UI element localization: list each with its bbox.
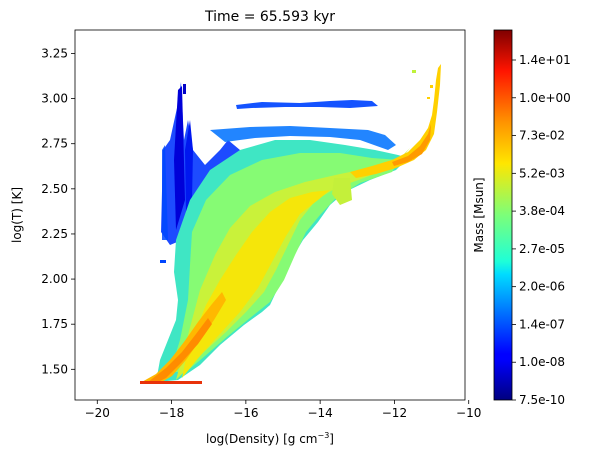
x-tick-label: −20: [85, 406, 110, 420]
axes: −20 −18 −16 −14 −12 −10 1.50 1.75 2.00 2.25 2.50 2.…: [41, 46, 481, 420]
x-axis-label: log(Density) [g cm−3]: [206, 431, 334, 446]
colorbar-tick-label: 1.0e-08: [519, 355, 565, 369]
x-tick-label: −14: [307, 406, 332, 420]
colorbar-tick-label: 1.4e-07: [519, 317, 565, 331]
x-axis-label-end: ]: [329, 432, 334, 446]
chart-title: Time = 65.593 kyr: [204, 9, 335, 25]
colorbar-tick-label: 2.7e-05: [519, 242, 565, 256]
y-tick-label: 2.75: [41, 137, 68, 151]
x-tick-label: −16: [233, 406, 258, 420]
colorbar-tick-label: 5.2e-03: [519, 166, 565, 180]
y-tick-label: 2.25: [41, 227, 68, 241]
colorbar-tick-label: 7.3e-02: [519, 129, 565, 143]
y-tick-label: 2.50: [41, 182, 68, 196]
y-tick-label: 1.75: [41, 317, 68, 331]
y-tick-label: 1.50: [41, 362, 68, 376]
plot-area: [74, 29, 466, 401]
region-dense-cold-tail: [140, 292, 226, 383]
colorbar-tick-label: 3.8e-04: [519, 204, 565, 218]
colorbar-ticks: 7.5e-10 1.0e-08 1.4e-07 2.0e-06 2.7e-05 3.8e-…: [512, 53, 571, 407]
x-axis-label-superscript: −3: [318, 431, 330, 440]
plot-frame: [74, 29, 466, 401]
colorbar-tick-label: 1.0e+00: [519, 91, 571, 105]
colorbar-tick-label: 7.5e-10: [519, 393, 565, 407]
colorbar: 7.5e-10 1.0e-08 1.4e-07 2.0e-06 2.7e-05 3.8e-…: [472, 29, 571, 407]
colorbar-tick-label: 1.4e+01: [519, 53, 571, 67]
phase-diagram-heatmap: [140, 64, 441, 384]
colorbar-gradient: [493, 29, 513, 401]
y-tick-label: 2.00: [41, 272, 68, 286]
y-axis-label: log(T) [K]: [10, 187, 24, 243]
y-tick-label: 3.00: [41, 92, 68, 106]
x-tick-label: −18: [159, 406, 184, 420]
y-tick-label: 3.25: [41, 46, 68, 60]
colorbar-tick-label: 2.0e-06: [519, 280, 565, 294]
x-tick-label: −12: [382, 406, 407, 420]
x-tick-label: −10: [456, 406, 481, 420]
x-axis-label-main: log(Density) [g cm: [206, 432, 318, 446]
colorbar-label: Mass [Msun]: [472, 177, 486, 252]
